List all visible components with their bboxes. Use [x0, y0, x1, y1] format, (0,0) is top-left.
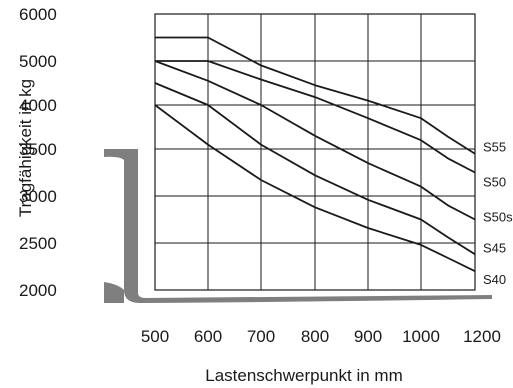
series-label-s50: S50: [483, 175, 506, 190]
y-tick-labels: 2000 2500 3000 3500 4000 5000 6000: [19, 5, 57, 300]
fork-illustration: [104, 149, 492, 303]
x-tick-label: 600: [194, 327, 222, 346]
series-label-s45: S45: [483, 240, 506, 255]
y-tick-label: 4000: [19, 96, 57, 115]
series-group: [154, 36, 476, 273]
series-line-s50s: [154, 60, 476, 221]
x-tick-label: 800: [301, 327, 329, 346]
series-line-s50: [155, 60, 476, 174]
x-tick-label: 700: [247, 327, 275, 346]
y-tick-label: 2000: [19, 281, 57, 300]
fork-tine-shape: [104, 149, 492, 303]
series-label-s55: S55: [483, 140, 506, 155]
x-tick-label: 1000: [402, 327, 440, 346]
series-labels: S55 S50 S50s S45 S40: [483, 140, 513, 288]
series-label-s50s: S50s: [483, 210, 513, 225]
x-tick-label: 1200: [463, 327, 501, 346]
y-axis-title: Tragfähigkeit in kg: [16, 79, 35, 217]
series-line-s55: [155, 36, 476, 155]
x-tick-labels: 500 600 700 800 900 1000 1200: [141, 327, 501, 346]
series-line-s45: [154, 82, 476, 256]
y-tick-label: 6000: [19, 5, 57, 24]
series-line-s40: [154, 104, 476, 273]
y-tick-label: 5000: [19, 52, 57, 71]
y-tick-label: 3500: [19, 140, 57, 159]
x-axis-title: Lastenschwerpunkt in mm: [205, 366, 402, 385]
y-tick-label: 3000: [19, 187, 57, 206]
grid: [154, 13, 476, 291]
y-tick-label: 2500: [19, 234, 57, 253]
x-tick-label: 900: [354, 327, 382, 346]
series-label-s40: S40: [483, 272, 506, 287]
x-tick-label: 500: [141, 327, 169, 346]
fork-heel-shape: [104, 282, 124, 303]
